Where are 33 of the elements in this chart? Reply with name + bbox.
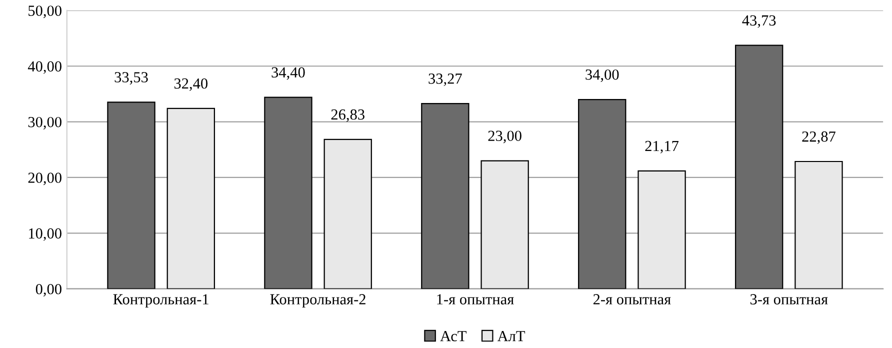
data-label: 34,40 [272,67,305,80]
data-label: 34,00 [586,69,619,82]
legend-label: АсТ [440,331,466,342]
data-label: 33,53 [114,72,148,85]
data-label: 43,73 [742,15,776,28]
x-tick-label: 2-я опытная [593,294,671,304]
bar [794,160,843,289]
bar [107,102,156,289]
data-label: 26,83 [331,109,364,122]
data-label: 21,17 [645,140,679,154]
x-tick-label: 3-я опытная [750,294,828,304]
y-tick-label: 40,00 [28,61,62,74]
data-label: 22,87 [802,131,836,144]
bar [638,170,686,289]
bar [578,98,626,289]
y-tick-label: 30,00 [28,116,62,130]
data-label: 32,40 [174,78,208,91]
x-tick-label: Контрольная-2 [270,294,366,308]
y-tick-label: 20,00 [28,172,62,186]
bar [264,96,312,289]
bar [166,108,215,289]
bar [324,138,372,289]
x-tick-label: Контрольная-1 [113,294,208,308]
bar [480,160,529,289]
bar [734,44,784,289]
y-tick-label: 0,00 [36,284,62,296]
y-tick-label: 50,00 [28,6,62,18]
data-label: 23,00 [488,130,522,144]
bar [421,103,470,289]
y-tick-label: 10,00 [29,228,62,241]
data-label: 33,27 [428,74,462,86]
x-tick-label: 1-я опытная [437,294,514,304]
legend-label: АлТ [497,331,526,342]
